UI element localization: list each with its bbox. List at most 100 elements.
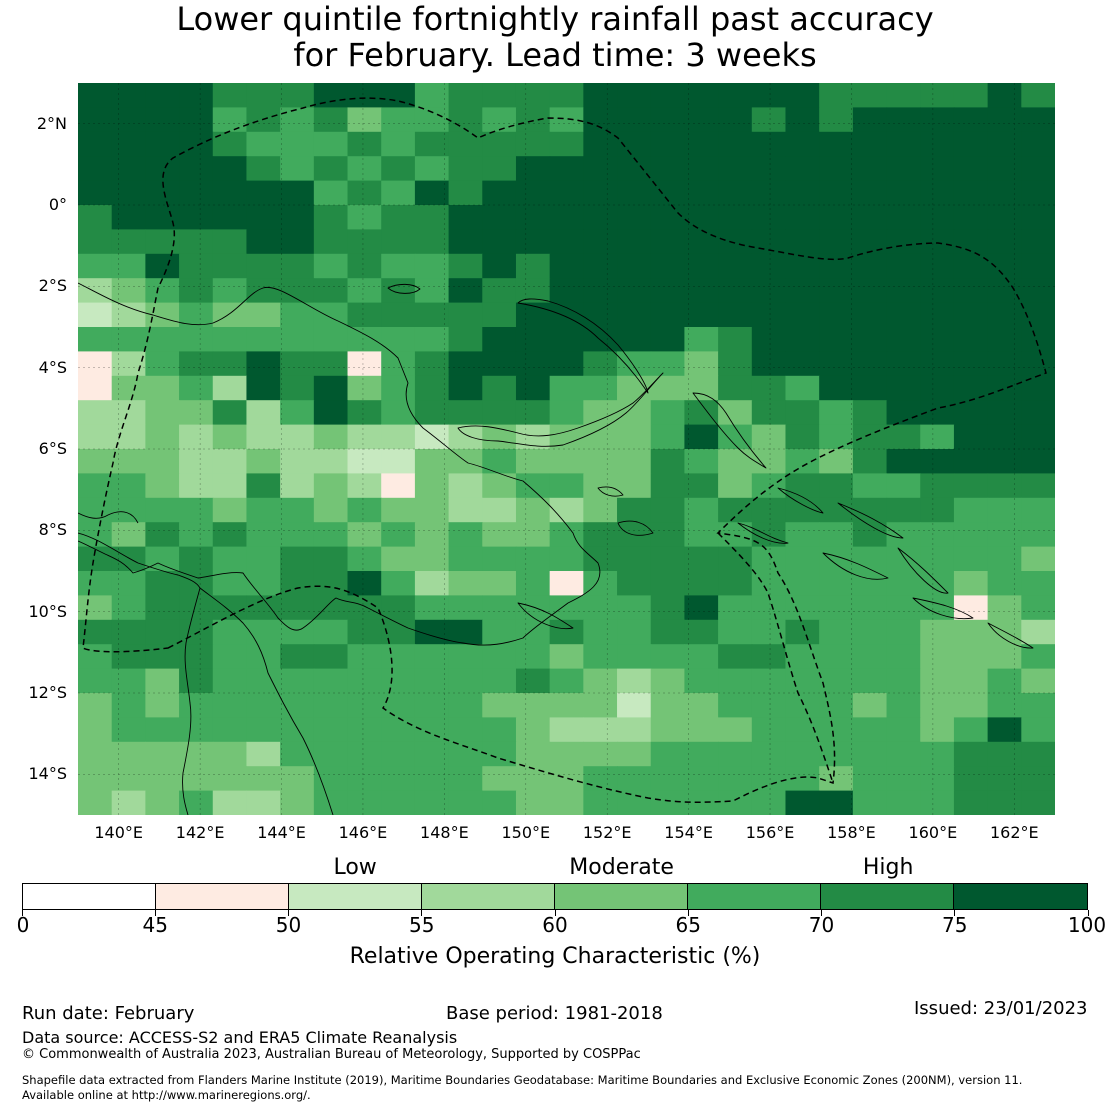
roc-grid-cell bbox=[852, 741, 888, 767]
roc-grid-cell bbox=[414, 790, 450, 815]
roc-grid-cell bbox=[246, 229, 281, 255]
colorbar-tick-label: 50 bbox=[275, 913, 302, 937]
colorbar-segment bbox=[23, 884, 156, 909]
roc-grid-cell bbox=[381, 644, 416, 670]
roc-grid-cell bbox=[179, 229, 214, 255]
roc-grid-cell bbox=[650, 693, 686, 718]
longitude-label: 150°E bbox=[501, 823, 551, 842]
roc-grid-cell bbox=[1021, 766, 1055, 792]
roc-grid-cell bbox=[246, 644, 281, 670]
roc-grid-cell bbox=[280, 107, 315, 133]
roc-grid-cell bbox=[920, 253, 955, 279]
dentrecasteaux-islands bbox=[617, 520, 654, 536]
roc-grid-cell bbox=[549, 595, 584, 621]
roc-grid-cell bbox=[347, 522, 382, 548]
roc-grid-cell bbox=[718, 449, 753, 474]
roc-grid-cell bbox=[347, 83, 382, 108]
roc-grid-cell bbox=[583, 180, 618, 206]
roc-grid-cell bbox=[852, 668, 888, 694]
roc-grid-cell bbox=[953, 766, 989, 792]
roc-grid-cell bbox=[920, 131, 955, 157]
roc-grid-cell bbox=[482, 790, 517, 815]
roc-grid-cell bbox=[482, 253, 517, 279]
roc-grid-cell bbox=[145, 449, 180, 474]
roc-grid-cell bbox=[751, 375, 787, 401]
roc-grid-cell bbox=[381, 131, 416, 157]
roc-grid-cell bbox=[886, 790, 921, 815]
roc-grid-cell bbox=[212, 571, 248, 596]
roc-grid-cell bbox=[515, 449, 551, 474]
roc-grid-cell bbox=[819, 131, 854, 157]
roc-grid-cell bbox=[718, 668, 753, 694]
roc-grid-cell bbox=[212, 205, 248, 230]
roc-grid-layer bbox=[78, 83, 1055, 815]
roc-grid-cell bbox=[852, 180, 888, 206]
roc-grid-cell bbox=[414, 424, 450, 450]
shapefile-credit-line-1: Shapefile data extracted from Flanders M… bbox=[22, 1073, 1023, 1087]
latitude-label: 14°S bbox=[28, 764, 67, 784]
roc-grid-cell bbox=[414, 131, 450, 157]
roc-grid-cell bbox=[751, 571, 787, 596]
roc-grid-cell bbox=[718, 180, 753, 206]
roc-grid-cell bbox=[482, 400, 517, 426]
roc-grid-cell bbox=[852, 644, 888, 670]
roc-grid-cell bbox=[953, 205, 989, 230]
roc-grid-cell bbox=[381, 571, 416, 596]
roc-grid-cell bbox=[953, 619, 989, 645]
roc-grid-cell bbox=[212, 302, 248, 328]
roc-grid-cell bbox=[515, 131, 551, 157]
roc-grid-cell bbox=[246, 668, 281, 694]
roc-grid-cell bbox=[111, 327, 146, 352]
roc-grid-cell bbox=[751, 546, 787, 572]
roc-grid-cell bbox=[751, 156, 787, 182]
roc-grid-cell bbox=[145, 131, 180, 157]
roc-grid-cell bbox=[819, 546, 854, 572]
roc-grid-cell bbox=[751, 327, 787, 352]
roc-grid-cell bbox=[212, 717, 248, 743]
roc-grid-cell bbox=[718, 205, 753, 230]
roc-grid-cell bbox=[684, 375, 719, 401]
roc-grid-cell bbox=[751, 400, 787, 426]
roc-grid-cell bbox=[987, 717, 1022, 743]
roc-grid-cell bbox=[347, 400, 382, 426]
roc-grid-cell bbox=[920, 619, 955, 645]
roc-grid-cell bbox=[886, 351, 921, 377]
roc-grid-cell bbox=[650, 424, 686, 450]
roc-grid-cell bbox=[583, 302, 618, 328]
roc-grid-cell bbox=[78, 131, 113, 157]
roc-grid-cell bbox=[381, 107, 416, 133]
roc-grid-cell bbox=[313, 790, 349, 815]
roc-grid-cell bbox=[650, 107, 686, 133]
roc-grid-cell bbox=[650, 327, 686, 352]
roc-grid-cell bbox=[987, 424, 1022, 450]
roc-grid-cell bbox=[920, 327, 955, 352]
roc-grid-cell bbox=[718, 156, 753, 182]
roc-grid-cell bbox=[920, 302, 955, 328]
roc-grid-cell bbox=[111, 375, 146, 401]
roc-grid-cell bbox=[785, 522, 820, 548]
roc-grid-cell bbox=[886, 156, 921, 182]
roc-grid-cell bbox=[313, 107, 349, 133]
roc-grid-cell bbox=[246, 424, 281, 450]
latitude-label: 4°S bbox=[38, 357, 67, 377]
roc-grid-cell bbox=[179, 424, 214, 450]
roc-grid-cell bbox=[583, 741, 618, 767]
roc-grid-cell bbox=[381, 497, 416, 523]
roc-grid-cell bbox=[381, 766, 416, 792]
run-date: Run date: February bbox=[22, 1003, 195, 1024]
roc-grid-cell bbox=[381, 400, 416, 426]
roc-grid-cell bbox=[920, 473, 955, 499]
roc-grid-cell bbox=[987, 83, 1022, 108]
roc-grid-cell bbox=[886, 546, 921, 572]
roc-grid-cell bbox=[718, 229, 753, 255]
roc-grid-cell bbox=[515, 253, 551, 279]
roc-grid-cell bbox=[381, 449, 416, 474]
latitude-label: 8°S bbox=[38, 520, 67, 540]
roc-grid-cell bbox=[111, 741, 146, 767]
roc-grid-cell bbox=[819, 522, 854, 548]
roc-grid-cell bbox=[145, 668, 180, 694]
roc-grid-cell bbox=[617, 253, 652, 279]
roc-grid-cell bbox=[212, 693, 248, 718]
roc-grid-cell bbox=[78, 229, 113, 255]
roc-grid-cell bbox=[953, 327, 989, 352]
